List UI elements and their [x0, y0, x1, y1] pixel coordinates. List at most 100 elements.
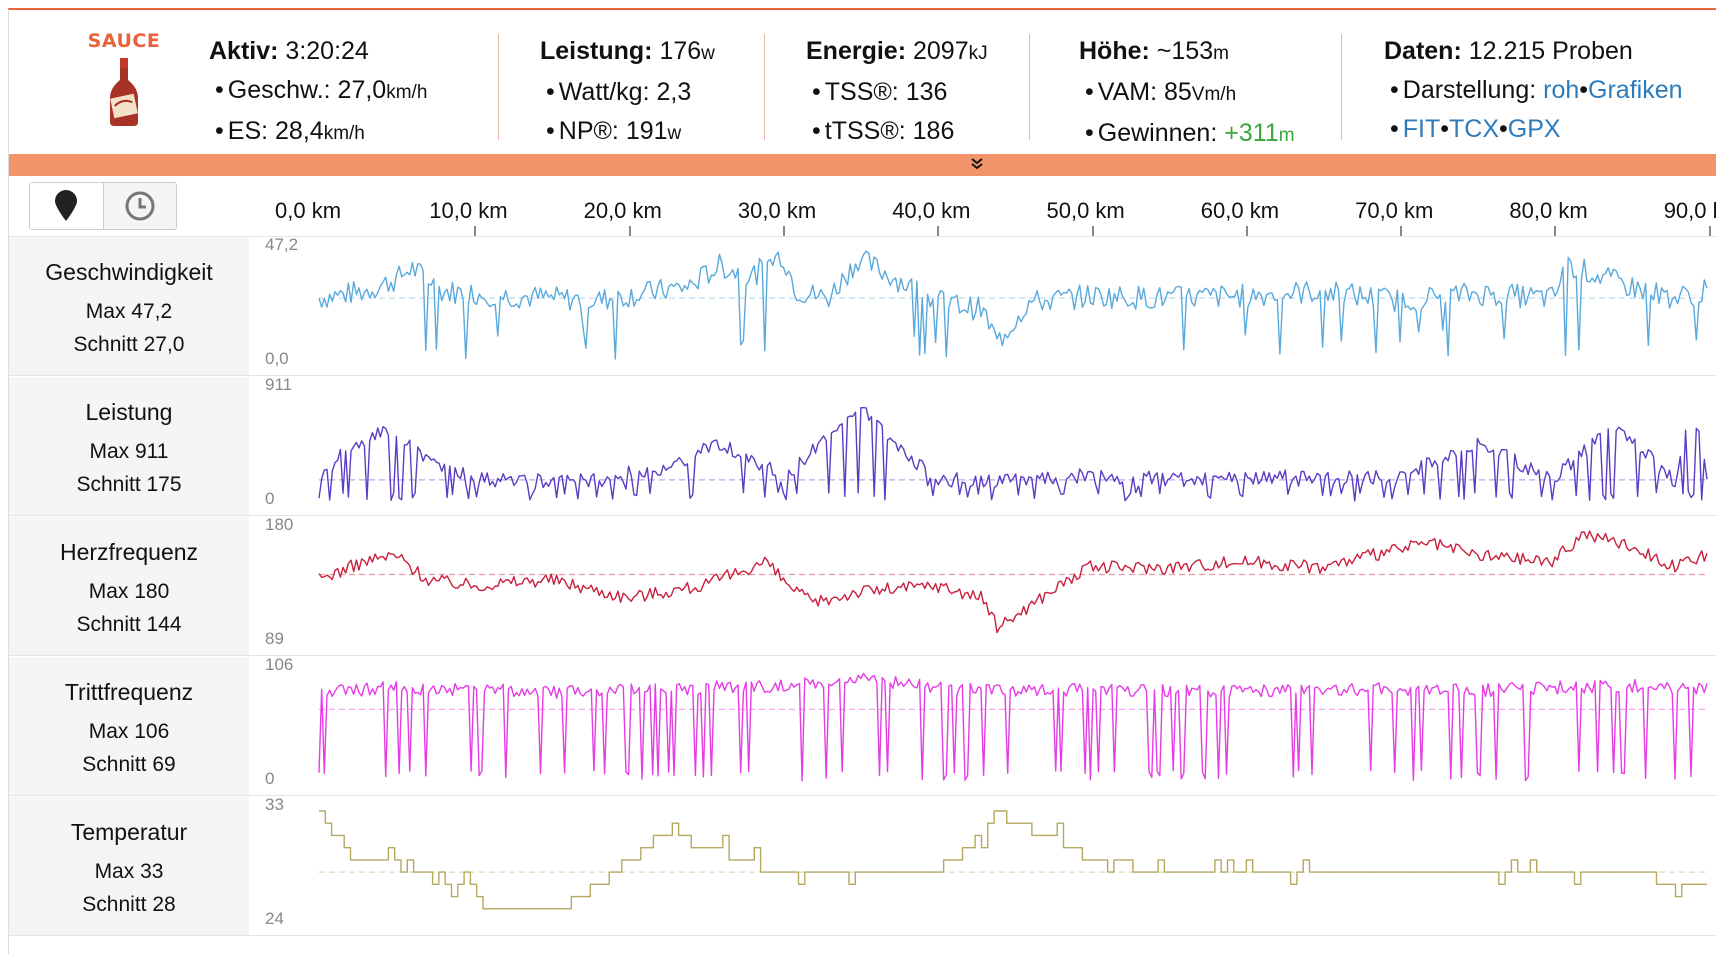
- data-label: Daten:: [1384, 37, 1462, 65]
- fit-link[interactable]: FIT: [1402, 115, 1441, 143]
- row-label: Herzfrequenz Max 180 Schnitt 144: [9, 517, 249, 655]
- axis-mode-toggle: [29, 182, 177, 230]
- chart-svg: [318, 530, 1708, 634]
- chart-plot[interactable]: 180 89: [249, 515, 1716, 655]
- bullet: •: [546, 117, 555, 145]
- power-value: 176: [659, 37, 702, 65]
- sauce-logo[interactable]: SAUCE: [69, 30, 179, 128]
- chart-plot[interactable]: 33 24: [249, 795, 1716, 935]
- y-max-label: 106: [265, 655, 294, 674]
- bullet: •: [1085, 119, 1094, 147]
- row-name: Temperatur: [70, 819, 188, 845]
- y-max-label: 47,2: [265, 235, 299, 254]
- ttss-label: tTSS®:: [824, 117, 906, 145]
- row-max: Max 47,2: [85, 300, 173, 323]
- gain-label: Gewinnen:: [1097, 119, 1218, 147]
- axis-tick-label: 0,0 km: [275, 198, 342, 223]
- row-max: Max 33: [94, 860, 164, 883]
- row-avg: Schnitt 175: [76, 473, 182, 496]
- axis-tick-label: 60,0 km: [1200, 198, 1280, 223]
- axis-tick-mark: [1245, 226, 1248, 236]
- distance-mode-button[interactable]: [30, 183, 103, 229]
- axis-tick-mark: [474, 226, 477, 236]
- chart-row-hr: Herzfrequenz Max 180 Schnitt 144 180 89: [9, 515, 1716, 656]
- row-max: Max 180: [88, 580, 170, 603]
- bullet: •: [215, 117, 224, 145]
- chart-plot[interactable]: 106 0: [249, 655, 1716, 795]
- divider: [1029, 34, 1030, 140]
- chart-svg: [318, 250, 1708, 360]
- row-avg: Schnitt 69: [82, 753, 176, 776]
- chart-row-temp: Temperatur Max 33 Schnitt 28 33 24: [9, 795, 1716, 936]
- axis-tick-label: 10,0 km: [429, 198, 508, 223]
- axis-tick-mark: [1554, 226, 1557, 236]
- row-avg: Schnitt 28: [82, 893, 176, 916]
- np-label: NP®:: [558, 117, 619, 145]
- series-line-power: [318, 407, 1708, 502]
- power-label: Leistung:: [540, 37, 653, 65]
- energy-value: 2097: [912, 37, 969, 65]
- clock-icon: [125, 191, 155, 221]
- row-max: Max 106: [88, 720, 170, 743]
- row-name: Trittfrequenz: [64, 679, 194, 705]
- energy-label: Energie:: [806, 37, 907, 65]
- np-unit: w: [667, 123, 682, 144]
- speed-unit: km/h: [386, 82, 428, 103]
- axis-tick-mark: [628, 226, 631, 236]
- bullet: •: [215, 76, 224, 104]
- chart-plot[interactable]: 47,2 0,0: [249, 235, 1716, 375]
- bullet: •: [812, 78, 821, 106]
- divider: [1341, 34, 1342, 140]
- bullet: •: [1499, 115, 1508, 143]
- row-max: Max 911: [89, 440, 169, 463]
- time-mode-button[interactable]: [102, 183, 177, 229]
- row-avg: Schnitt 144: [76, 613, 182, 636]
- row-label: Trittfrequenz Max 106 Schnitt 69: [9, 657, 249, 795]
- es-value: 28,4: [275, 117, 324, 145]
- wkg-label: Watt/kg:: [558, 78, 650, 106]
- y-min-label: 0: [265, 489, 275, 508]
- axis-tick-label: 80,0 km: [1509, 198, 1588, 223]
- series-line-hr: [318, 530, 1708, 634]
- y-min-label: 0: [265, 769, 275, 788]
- axis-tick-label: 20,0 km: [583, 198, 662, 223]
- bullet: •: [1085, 78, 1094, 106]
- summary-header: SAUCE Aktiv: 3:20:24 • Geschw.: 27,0km/h …: [9, 10, 1716, 152]
- axis-tick-mark: [1708, 226, 1711, 236]
- elevation-unit: m: [1213, 43, 1229, 64]
- tcx-link[interactable]: TCX: [1449, 115, 1500, 143]
- page-frame: [8, 8, 1716, 954]
- row-name: Geschwindigkeit: [45, 259, 213, 285]
- y-min-label: 0,0: [265, 349, 289, 368]
- axis-tick-mark: [782, 226, 785, 236]
- divider: [764, 34, 765, 140]
- tss-label: TSS®:: [824, 78, 899, 106]
- power-unit: w: [701, 43, 715, 64]
- y-max-label: 911: [265, 375, 293, 394]
- elevation-value: ~153: [1156, 37, 1214, 65]
- y-max-label: 33: [265, 795, 284, 814]
- series-line-temp: [319, 810, 1707, 910]
- bullet: •: [812, 117, 821, 145]
- gain-unit: m: [1278, 125, 1295, 146]
- row-label: Leistung Max 911 Schnitt 175: [9, 377, 249, 515]
- axis-tick-mark: [1400, 226, 1403, 236]
- data-value: 12.215 Proben: [1468, 37, 1633, 65]
- axis-tick-label: 30,0 km: [737, 198, 817, 223]
- gpx-link[interactable]: GPX: [1507, 115, 1561, 143]
- logo-text: SAUCE: [87, 30, 161, 52]
- axis-tick-label: 50,0 km: [1046, 198, 1125, 223]
- raw-link[interactable]: roh: [1543, 76, 1580, 104]
- chart-plot[interactable]: 911 0: [249, 375, 1716, 515]
- chart-svg: [318, 407, 1708, 502]
- map-pin-icon: [55, 190, 78, 221]
- expand-bar[interactable]: [9, 154, 1716, 176]
- energy-unit: kJ: [968, 43, 988, 64]
- chevron-double-down-icon[interactable]: [970, 157, 984, 171]
- distance-axis-row: 0,0 km 10,0 km 20,0 km 30,0 km 40,0 km 50,0 k…: [9, 176, 1716, 237]
- bullet: •: [546, 78, 555, 106]
- charts-link[interactable]: Grafiken: [1588, 76, 1683, 104]
- view-label: Darstellung:: [1402, 76, 1537, 104]
- ttss-value: 186: [912, 117, 955, 145]
- row-avg: Schnitt 27,0: [73, 333, 185, 356]
